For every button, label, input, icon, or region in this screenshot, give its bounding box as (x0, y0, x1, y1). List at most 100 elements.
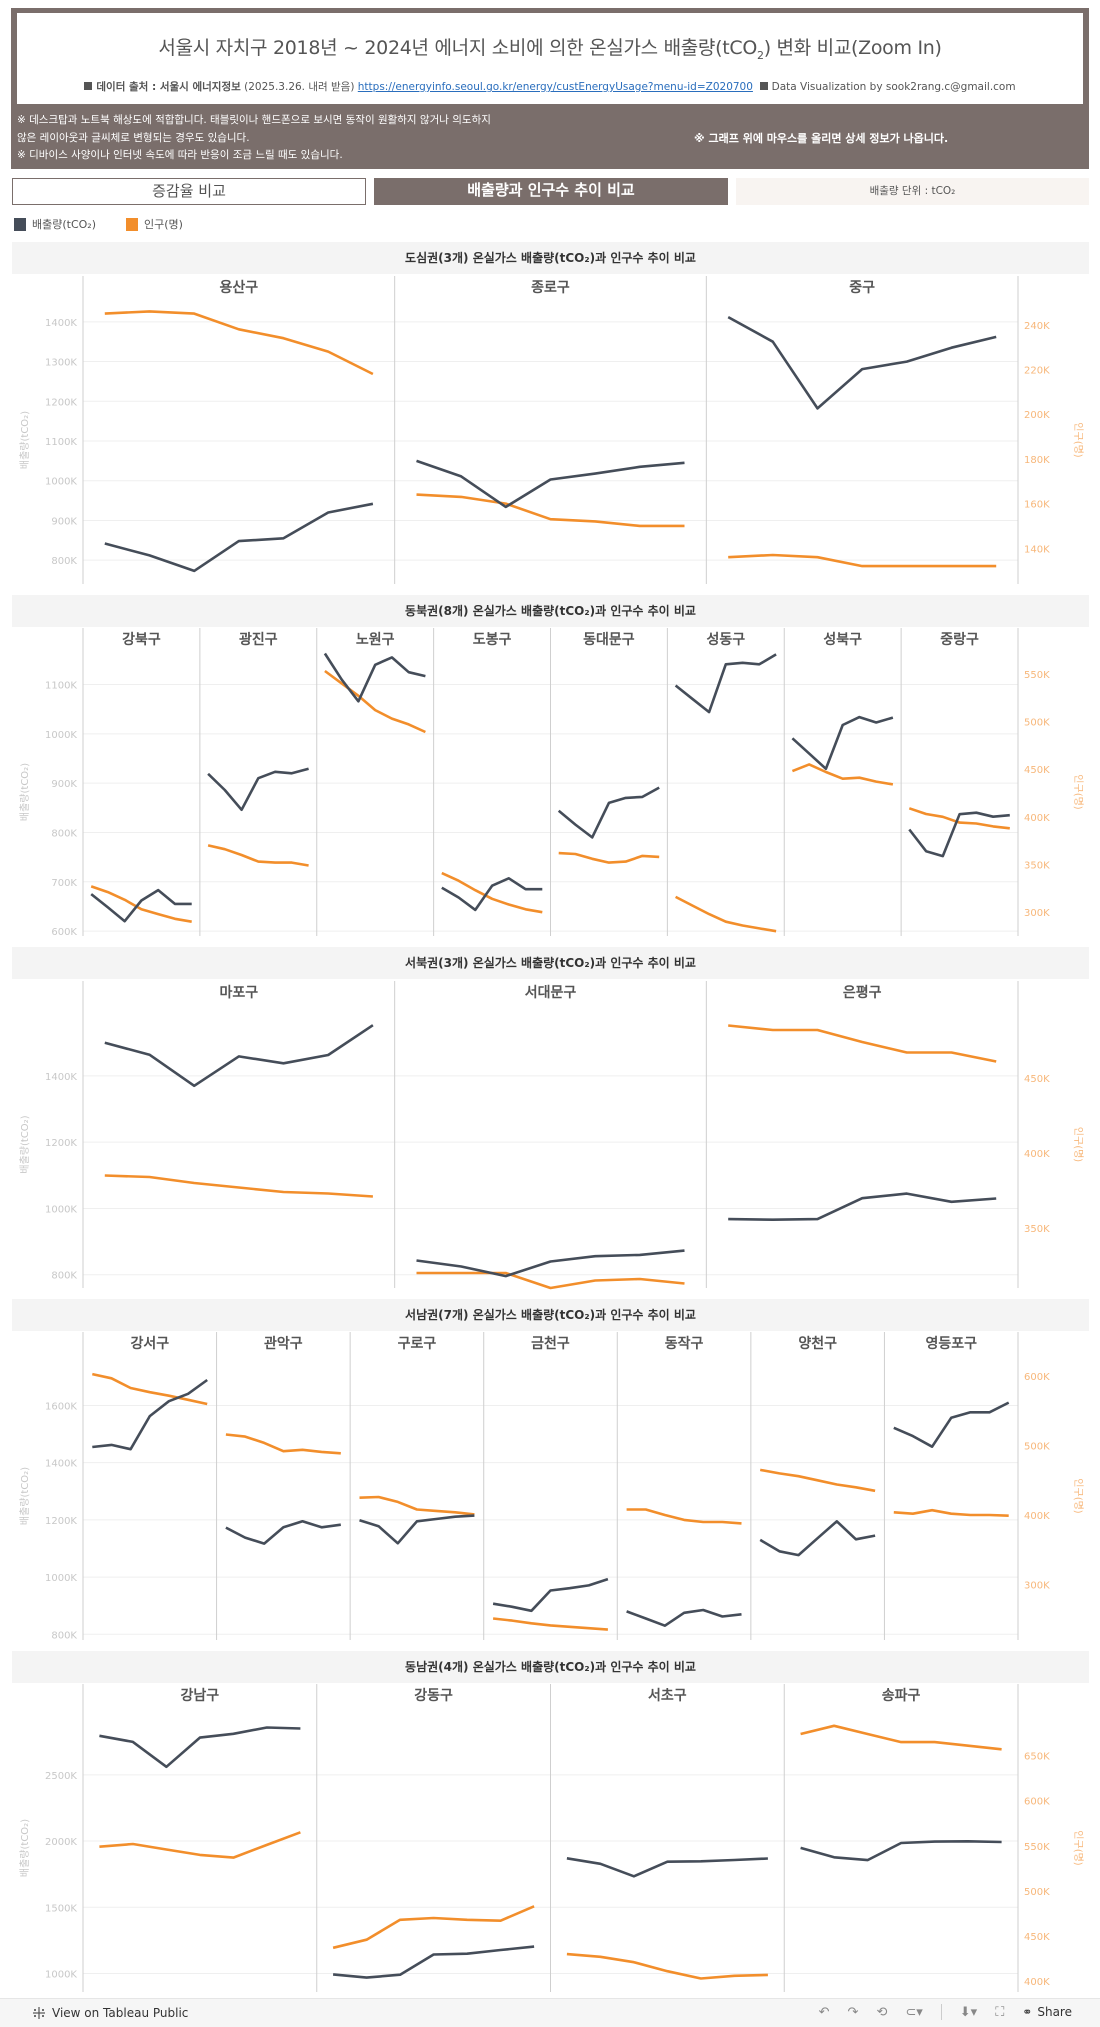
emission-line-관악구[interactable] (225, 1520, 341, 1545)
y-tick-label-left: 600K (51, 927, 77, 938)
y-tick-label-left: 1500K (45, 1903, 77, 1914)
legend-item-emission[interactable]: 배출량(tCO₂) (14, 216, 96, 232)
population-line-강남구[interactable] (99, 1831, 301, 1859)
emission-line-마포구[interactable] (104, 1024, 374, 1088)
population-line-송파구[interactable] (800, 1724, 1002, 1751)
view-on-tableau-link[interactable]: View on Tableau Public (32, 2006, 188, 2020)
y-tick-label-left: 1000K (45, 1204, 77, 1215)
refresh-icon[interactable]: ⊂▾ (905, 2004, 923, 2020)
population-line-금천구[interactable] (492, 1617, 608, 1631)
population-line-관악구[interactable] (225, 1433, 341, 1455)
population-line-용산구[interactable] (104, 310, 374, 376)
emission-line-광진구[interactable] (207, 767, 309, 812)
population-line-광진구[interactable] (207, 844, 309, 867)
emission-line-강남구[interactable] (99, 1726, 301, 1769)
tab-rate-comparison[interactable]: 증감율 비교 (12, 178, 366, 205)
y-tick-label-left: 1400K (45, 1459, 77, 1470)
legend: 배출량(tCO₂) 인구(명) (14, 216, 183, 232)
district-header: 금천구 (531, 1336, 570, 1352)
population-line-강서구[interactable] (92, 1372, 208, 1406)
emission-line-송파구[interactable] (800, 1840, 1002, 1862)
y-tick-label-right: 400K (1024, 1149, 1050, 1160)
population-line-양천구[interactable] (759, 1468, 876, 1493)
district-header: 성동구 (706, 632, 745, 648)
population-line-강북구[interactable] (90, 885, 192, 923)
tab-trend-comparison[interactable]: 배출량과 인구수 추이 비교 (374, 178, 728, 205)
legend-item-population[interactable]: 인구(명) (126, 216, 183, 232)
emission-line-양천구[interactable] (759, 1520, 876, 1557)
emission-line-성북구[interactable] (791, 715, 894, 771)
district-header: 동대문구 (583, 632, 635, 648)
y-tick-label-left: 800K (51, 556, 77, 567)
square-bullet-icon (84, 82, 93, 90)
emission-line-동작구[interactable] (626, 1608, 742, 1627)
y-tick-label-right: 500K (1024, 1887, 1050, 1898)
download-icon[interactable]: ⬇▾ (959, 2004, 978, 2020)
revert-icon[interactable]: ⟲ (876, 2004, 888, 2020)
population-line-성동구[interactable] (675, 895, 777, 933)
emission-line-은평구[interactable] (728, 1192, 997, 1221)
emission-line-구로구[interactable] (359, 1514, 475, 1545)
population-line-중구[interactable] (728, 553, 997, 568)
population-line-도봉구[interactable] (441, 871, 543, 914)
population-line-서대문구[interactable] (416, 1271, 685, 1290)
district-header: 양천구 (798, 1336, 837, 1352)
y-axis-title-left: 배출량(tCO₂) (19, 1467, 31, 1525)
emission-line-용산구[interactable] (104, 502, 374, 573)
y-axis-title-right: 인구(명) (1072, 422, 1084, 458)
share-button[interactable]: ⚭ Share (1022, 2005, 1072, 2019)
emission-line-성동구[interactable] (674, 653, 777, 714)
emission-line-금천구[interactable] (492, 1577, 609, 1613)
section-title: 서남권(7개) 온실가스 배출량(tCO₂)과 인구수 추이 비교 (12, 1299, 1089, 1331)
population-line-성북구[interactable] (791, 763, 894, 786)
emission-swatch-icon (14, 217, 26, 231)
population-line-노원구[interactable] (324, 669, 426, 734)
population-line-중랑구[interactable] (908, 807, 1010, 830)
population-line-구로구[interactable] (359, 1495, 475, 1516)
district-header: 성북구 (823, 632, 862, 648)
population-line-마포구[interactable] (104, 1174, 373, 1198)
y-tick-label-left: 1400K (45, 1072, 77, 1083)
district-header: 마포구 (220, 985, 259, 1001)
y-tick-label-right: 160K (1024, 500, 1050, 511)
note-line: ※ 디바이스 사양이나 인터넷 속도에 따라 반응이 조금 느릴 때도 있습니다… (17, 149, 343, 161)
population-swatch-icon (126, 217, 139, 231)
y-tick-label-right: 600K (1024, 1372, 1050, 1383)
source-date: (2025.3.26. 내려 받음) (244, 81, 355, 93)
district-header: 영등포구 (925, 1335, 977, 1352)
emission-line-영등포구[interactable] (893, 1401, 1010, 1448)
y-tick-label-left: 900K (51, 779, 77, 790)
redo-icon[interactable]: ↷ (847, 2004, 859, 2020)
fullscreen-icon[interactable]: ⛶ (995, 2004, 1005, 2020)
emission-line-강북구[interactable] (90, 888, 192, 923)
population-line-서초구[interactable] (566, 1952, 768, 1980)
note-line: ※ 데스크탑과 노트북 해상도에 적합합니다. 태블릿이나 핸드폰으로 보시면 … (17, 114, 491, 126)
emission-line-노원구[interactable] (323, 652, 426, 703)
emission-line-종로구[interactable] (416, 459, 685, 509)
emission-line-강동구[interactable] (332, 1945, 535, 1979)
y-axis-title-left: 배출량(tCO₂) (19, 1115, 31, 1173)
section-title: 서북권(3개) 온실가스 배출량(tCO₂)과 인구수 추이 비교 (12, 947, 1089, 979)
population-line-은평구[interactable] (728, 1024, 997, 1063)
emission-line-도봉구[interactable] (441, 876, 543, 912)
source-link[interactable]: https://energyinfo.seoul.go.kr/energy/cu… (357, 81, 753, 93)
emission-line-강서구[interactable] (92, 1378, 208, 1451)
district-header: 은평구 (843, 984, 882, 1001)
y-tick-label-left: 800K (51, 1630, 77, 1641)
emission-line-중구[interactable] (727, 315, 997, 410)
population-line-동작구[interactable] (626, 1508, 742, 1525)
population-line-영등포구[interactable] (893, 1508, 1009, 1517)
population-line-강동구[interactable] (332, 1905, 535, 1950)
emission-line-서초구[interactable] (566, 1857, 768, 1878)
population-line-종로구[interactable] (416, 493, 685, 528)
undo-icon[interactable]: ↶ (818, 2004, 830, 2020)
emission-line-중랑구[interactable] (908, 811, 1010, 858)
emission-line-동대문구[interactable] (557, 786, 660, 839)
emission-line-서대문구[interactable] (416, 1249, 685, 1278)
population-line-동대문구[interactable] (558, 851, 660, 864)
y-tick-label-left: 800K (51, 1271, 77, 1282)
y-tick-label-left: 1300K (45, 358, 77, 369)
y-tick-label-right: 180K (1024, 455, 1050, 466)
hover-note: ※ 그래프 위에 마우스를 올리면 상세 정보가 나옵니다. (694, 132, 949, 145)
